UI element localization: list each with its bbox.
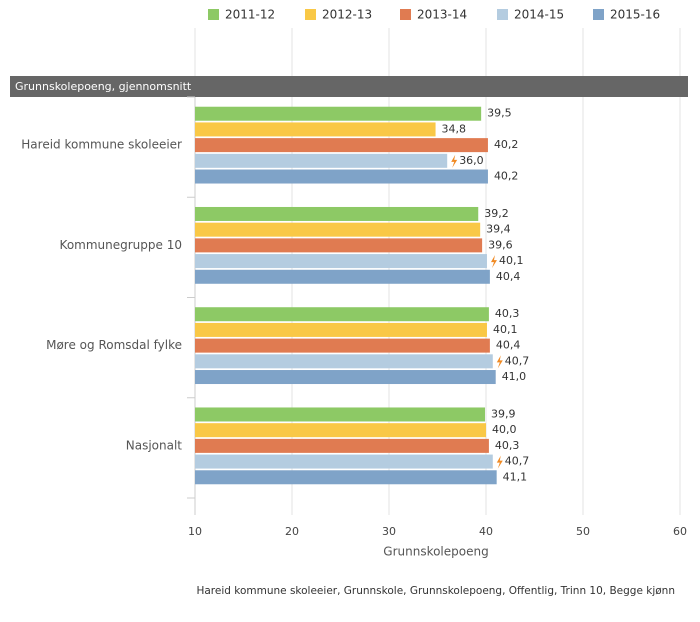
bar <box>195 307 489 322</box>
value-label: 41,1 <box>503 470 528 483</box>
value-label: 39,4 <box>486 223 511 236</box>
bar <box>195 254 487 269</box>
value-label: 40,1 <box>499 254 523 267</box>
legend-swatch <box>400 9 411 20</box>
value-label: 40,7 <box>505 354 530 367</box>
value-label: 40,2 <box>494 138 519 151</box>
bar <box>195 222 481 237</box>
bar <box>195 370 496 385</box>
legend-label: 2011-12 <box>225 8 275 22</box>
legend-label: 2015-16 <box>610 8 660 22</box>
x-axis-label: Grunnskolepoeng <box>383 545 488 559</box>
value-label: 40,2 <box>494 170 519 183</box>
bar <box>195 470 497 485</box>
bar <box>195 423 486 438</box>
value-label: 39,9 <box>491 407 516 420</box>
bar <box>195 138 488 153</box>
legend-swatch <box>305 9 316 20</box>
bar <box>195 169 488 184</box>
legend-label: 2013-14 <box>417 8 467 22</box>
legend-swatch <box>208 9 219 20</box>
warning-icon <box>490 255 497 269</box>
legend-swatch <box>497 9 508 20</box>
x-tick-label: 40 <box>479 525 493 538</box>
value-label: 39,5 <box>487 107 512 120</box>
x-tick-label: 60 <box>673 525 687 538</box>
x-tick-label: 10 <box>188 525 202 538</box>
chart-subtitle: Grunnskolepoeng, gjennomsnitt <box>15 80 192 93</box>
warning-icon <box>496 455 503 469</box>
bar <box>195 438 489 453</box>
caption: Hareid kommune skoleeier, Grunnskole, Gr… <box>196 585 675 597</box>
legend-swatch <box>593 9 604 20</box>
value-label: 40,3 <box>495 439 520 452</box>
bar <box>195 354 493 369</box>
x-tick-label: 50 <box>576 525 590 538</box>
bar <box>195 338 490 353</box>
legend-label: 2014-15 <box>514 8 564 22</box>
value-label: 34,8 <box>442 122 467 135</box>
value-label: 39,2 <box>484 207 509 220</box>
header-bar <box>10 76 688 97</box>
bar <box>195 407 486 422</box>
category-label: Nasjonalt <box>126 438 183 452</box>
value-label: 40,4 <box>496 270 521 283</box>
bar <box>195 454 493 469</box>
x-tick-label: 20 <box>285 525 299 538</box>
category-label: Hareid kommune skoleeier <box>21 138 182 152</box>
value-label: 40,1 <box>493 323 517 336</box>
value-label: 41,0 <box>502 370 527 383</box>
warning-icon <box>496 355 503 369</box>
legend-label: 2012-13 <box>322 8 372 22</box>
x-tick-label: 30 <box>382 525 396 538</box>
warning-icon <box>451 154 458 168</box>
bar <box>195 238 483 253</box>
bar <box>195 122 436 137</box>
category-label: Møre og Romsdal fylke <box>46 338 182 352</box>
value-label: 40,7 <box>505 455 530 468</box>
value-label: 36,0 <box>459 154 484 167</box>
category-label: Kommunegruppe 10 <box>60 238 182 252</box>
bar <box>195 206 479 221</box>
bar <box>195 269 490 284</box>
bar <box>195 322 487 337</box>
value-label: 39,6 <box>488 238 513 251</box>
bar <box>195 106 482 121</box>
bar <box>195 153 448 168</box>
value-label: 40,4 <box>496 339 521 352</box>
value-label: 40,3 <box>495 307 520 320</box>
value-label: 40,0 <box>492 423 517 436</box>
